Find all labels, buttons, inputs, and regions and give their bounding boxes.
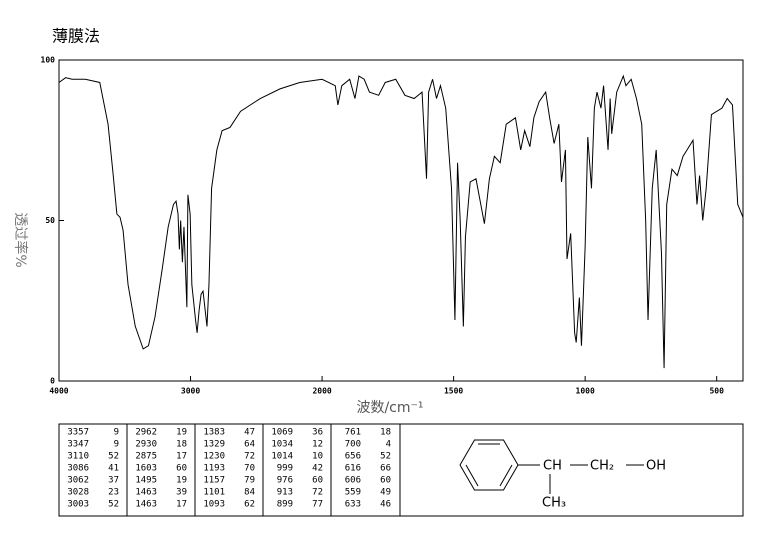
peak-wavenumber: 3028 [67,488,89,498]
x-tick-label: 1000 [576,387,595,396]
peak-transmittance: 62 [244,500,255,510]
peak-wavenumber: 1069 [271,428,293,438]
peak-transmittance: 52 [380,452,391,462]
ring-bond [465,464,479,487]
peak-wavenumber: 633 [345,500,361,510]
peak-wavenumber: 3003 [67,500,89,510]
peak-wavenumber: 1157 [203,476,225,486]
y-tick-label: 100 [41,56,56,65]
chart-title: 薄膜法 [52,27,100,46]
x-tick-label: 4000 [49,387,68,396]
x-tick-label: 1500 [444,387,463,396]
peak-transmittance: 9 [114,440,119,450]
peak-transmittance: 39 [176,488,187,498]
atom-label: CH₂ [590,459,614,474]
peak-transmittance: 9 [114,428,119,438]
molecule [459,439,644,494]
peak-wavenumber: 559 [345,488,361,498]
peak-wavenumber: 1193 [203,464,225,474]
y-tick-label: 0 [50,377,55,386]
peak-transmittance: 4 [386,440,391,450]
peak-transmittance: 47 [244,428,255,438]
peak-wavenumber: 1230 [203,452,225,462]
peak-wavenumber: 2875 [135,452,157,462]
peak-wavenumber: 606 [345,476,361,486]
x-axis-label: 波数/cm⁻¹ [356,400,423,416]
ring-bond [499,464,513,487]
peak-wavenumber: 3110 [67,452,89,462]
peak-transmittance: 72 [244,452,255,462]
y-axis-label: 透过率% [12,212,29,267]
peak-transmittance: 60 [312,476,323,486]
x-tick-label: 3000 [181,387,200,396]
x-tick-label: 500 [709,387,724,396]
peak-wavenumber: 1463 [135,488,157,498]
peak-transmittance: 10 [312,452,323,462]
peak-transmittance: 66 [380,464,391,474]
peak-wavenumber: 1034 [271,440,293,450]
peak-wavenumber: 761 [345,428,361,438]
peak-transmittance: 49 [380,488,391,498]
peak-transmittance: 12 [312,440,323,450]
peak-wavenumber: 1603 [135,464,157,474]
peak-transmittance: 52 [108,500,119,510]
peak-wavenumber: 3062 [67,476,89,486]
peak-wavenumber: 1463 [135,500,157,510]
peak-wavenumber: 616 [345,464,361,474]
peak-transmittance: 46 [380,500,391,510]
peak-wavenumber: 1093 [203,500,225,510]
y-tick-label: 50 [45,216,55,225]
peak-transmittance: 70 [244,464,255,474]
peak-transmittance: 19 [176,428,187,438]
peak-wavenumber: 2962 [135,428,157,438]
peak-transmittance: 36 [312,428,323,438]
peak-wavenumber: 1495 [135,476,157,486]
peak-transmittance: 64 [244,440,255,450]
plot-frame [58,59,744,382]
peak-transmittance: 41 [108,464,119,474]
table-frame [58,423,744,517]
peak-transmittance: 23 [108,488,119,498]
benzene-ring [459,439,519,491]
peak-transmittance: 72 [312,488,323,498]
peak-wavenumber: 3086 [67,464,89,474]
peak-transmittance: 17 [176,500,187,510]
peak-transmittance: 37 [108,476,119,486]
peak-transmittance: 77 [312,500,323,510]
atom-label: CH₃ [542,496,566,511]
peak-wavenumber: 656 [345,452,361,462]
peak-transmittance: 17 [176,452,187,462]
peak-wavenumber: 700 [345,440,361,450]
peak-transmittance: 79 [244,476,255,486]
peak-wavenumber: 1383 [203,428,225,438]
x-tick-label: 2000 [312,387,331,396]
peak-transmittance: 60 [176,464,187,474]
peak-transmittance: 84 [244,488,255,498]
peak-wavenumber: 1014 [271,452,293,462]
atom-label: OH [646,459,666,474]
peak-wavenumber: 1101 [203,488,225,498]
peak-wavenumber: 3347 [67,440,89,450]
peak-transmittance: 18 [380,428,391,438]
peak-wavenumber: 3357 [67,428,89,438]
peak-transmittance: 52 [108,452,119,462]
peak-wavenumber: 976 [277,476,293,486]
peak-wavenumber: 2930 [135,440,157,450]
peak-wavenumber: 999 [277,464,293,474]
peak-wavenumber: 899 [277,500,293,510]
peak-transmittance: 19 [176,476,187,486]
spectrum-line [58,74,744,369]
peak-transmittance: 60 [380,476,391,486]
peak-transmittance: 18 [176,440,187,450]
atom-label: CH [543,459,562,474]
peak-wavenumber: 913 [277,488,293,498]
peak-wavenumber: 1329 [203,440,225,450]
peak-transmittance: 42 [312,464,323,474]
